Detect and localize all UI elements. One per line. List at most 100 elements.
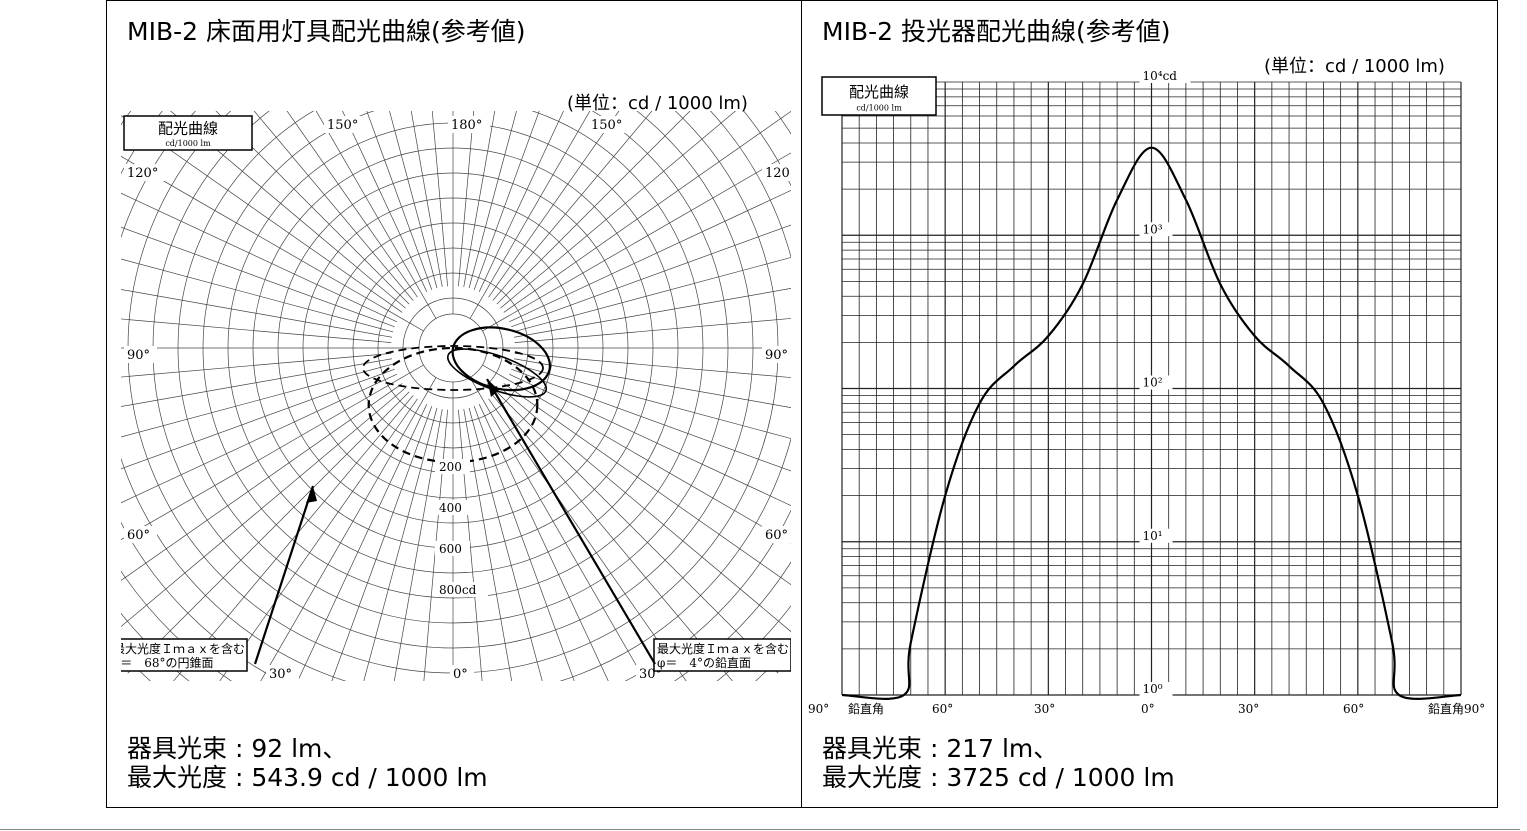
- callout-box: [121, 638, 248, 672]
- unit-label: (単位：cd / 1000 lm): [1264, 56, 1445, 77]
- grid-spoke: [431, 111, 448, 287]
- callout-line: 最大光度Ｉｍａｘを含む: [657, 641, 789, 656]
- grid-spoke: [253, 111, 414, 301]
- grid-spoke: [503, 383, 791, 586]
- stats-block: 器具光束 : 92 lm、 最大光度 : 543.9 cd / 1000 lm: [127, 734, 488, 792]
- stat-luminous-flux: 器具光束 : 92 lm、: [127, 734, 348, 763]
- grid-spoke: [511, 368, 791, 472]
- grid-spoke: [121, 353, 392, 378]
- grid-spoke: [297, 404, 428, 681]
- angle-label: 150°: [327, 118, 358, 133]
- angle-label-bg: [450, 665, 474, 681]
- stat-max-intensity: 最大光度 : 3725 cd / 1000 lm: [822, 763, 1175, 792]
- grid-spoke: [121, 383, 403, 581]
- grid-spoke: [513, 358, 791, 408]
- y-tick-label-bg: [1139, 71, 1191, 83]
- grid-spoke: [342, 111, 428, 292]
- radial-tick-label: 400: [439, 501, 462, 515]
- callout-arrow: [486, 378, 656, 665]
- grid-spoke: [492, 111, 653, 301]
- callout-line: 最大光度Ｉｍａｘを含む: [121, 641, 245, 656]
- grid-spoke: [473, 111, 540, 290]
- radial-label-bg: [435, 541, 470, 556]
- callout-box: [653, 638, 791, 672]
- grid-spoke: [503, 111, 791, 313]
- callout-line: φ＝ 4°の鉛直面: [657, 656, 751, 670]
- unit-label: (単位：cd / 1000 lm): [567, 93, 748, 114]
- log-chart-panel: MIB-2 投光器配光曲線(参考値) (単位：cd / 1000 lm) 10⁴…: [801, 0, 1498, 808]
- grid-spoke: [121, 347, 454, 541]
- x-tick-label: 0°: [1141, 702, 1155, 716]
- angle-label: 0°: [453, 667, 468, 681]
- angle-label: 150°: [591, 118, 622, 133]
- grid-spoke: [452, 111, 591, 349]
- angle-label-bg: [324, 116, 366, 133]
- legend-title: 配光曲線: [849, 83, 909, 101]
- grid-spoke: [509, 190, 791, 323]
- angle-label: 90°: [127, 348, 150, 363]
- angle-label: 90°: [765, 348, 788, 363]
- callout-line: θ＝ 68°の円錐面: [121, 655, 214, 670]
- stat-luminous-flux: 器具光束 : 217 lm、: [822, 734, 1059, 763]
- log-chart: 10⁴cd 10³ 10² 10¹ 10⁰ 90° 鉛直角 60° 30° 0° 30° 60° 鉛直角…: [808, 71, 1485, 716]
- polar-chart: 150°180°150°120°120°90°90°60°60°30°0°30°…: [121, 111, 791, 681]
- legend-subtitle: cd/1000 lm: [856, 103, 902, 112]
- radial-label-bg: [435, 582, 488, 597]
- grid-spoke: [286, 111, 418, 298]
- callout-arrow: [253, 485, 315, 665]
- grid-spoke: [452, 152, 791, 349]
- x-tick-label: 60°: [932, 702, 953, 716]
- panel-title: MIB-2 投光器配光曲線(参考値): [822, 17, 1171, 46]
- grid-spoke: [458, 111, 475, 287]
- angle-label: 120°: [765, 166, 791, 181]
- angle-label: 60°: [765, 528, 788, 543]
- angle-label-bg: [124, 346, 157, 363]
- grid-spoke: [121, 226, 395, 328]
- grid-spoke: [452, 347, 791, 544]
- angle-label-bg: [762, 164, 791, 181]
- grid-spoke: [389, 111, 438, 289]
- grid-spoke: [496, 391, 779, 674]
- angle-label: 30°: [269, 667, 292, 681]
- grid-spoke: [215, 111, 410, 305]
- grid-spoke: [463, 111, 496, 288]
- grid-spoke: [121, 155, 454, 349]
- grid-spoke: [366, 111, 433, 290]
- grid-spoke: [393, 408, 443, 681]
- grid-spoke: [127, 391, 410, 674]
- y-tick-labels: 10⁴cd 10³ 10² 10¹ 10⁰: [1139, 71, 1191, 696]
- x-tick-label: 鉛直角90°: [1428, 702, 1485, 716]
- polar-chart-panel: MIB-2 床面用灯具配光曲線(参考値) (単位：cd / 1000 lm) 1…: [106, 0, 802, 808]
- legend-frame: [123, 115, 253, 151]
- radial-label-bg: [435, 459, 470, 474]
- grid-spoke: [511, 224, 791, 328]
- angle-label-bg: [762, 346, 791, 363]
- log-grid: [841, 81, 1462, 696]
- y-tick-label: 10⁴cd: [1143, 71, 1178, 83]
- angle-labels: 150°180°150°120°120°90°90°60°60°30°0°30°: [124, 116, 791, 681]
- grid-spoke: [410, 111, 443, 288]
- angle-label-bg: [762, 526, 791, 543]
- grid-spoke: [513, 288, 791, 338]
- grid-spoke: [500, 111, 736, 309]
- grid-spoke: [468, 407, 543, 681]
- grid-spoke: [500, 387, 791, 633]
- grid-spoke: [514, 353, 791, 378]
- panel-title: MIB-2 床面用灯具配光曲線(参考値): [127, 17, 526, 46]
- grid-spoke: [458, 409, 483, 681]
- grid-spoke: [468, 111, 517, 289]
- grid-spoke: [488, 111, 620, 298]
- y-tick-label-bg: [1139, 222, 1173, 237]
- grid-spoke: [121, 363, 394, 438]
- angle-label-bg: [266, 665, 299, 681]
- grid-spoke: [512, 257, 791, 333]
- grid-spoke: [512, 363, 791, 439]
- grid-spoke: [363, 407, 438, 681]
- grid-spoke: [315, 111, 454, 349]
- grid-spoke: [473, 406, 575, 681]
- radial-tick-label: 800cd: [439, 583, 477, 597]
- legend-frame: [821, 76, 937, 116]
- grid-spoke: [509, 373, 791, 506]
